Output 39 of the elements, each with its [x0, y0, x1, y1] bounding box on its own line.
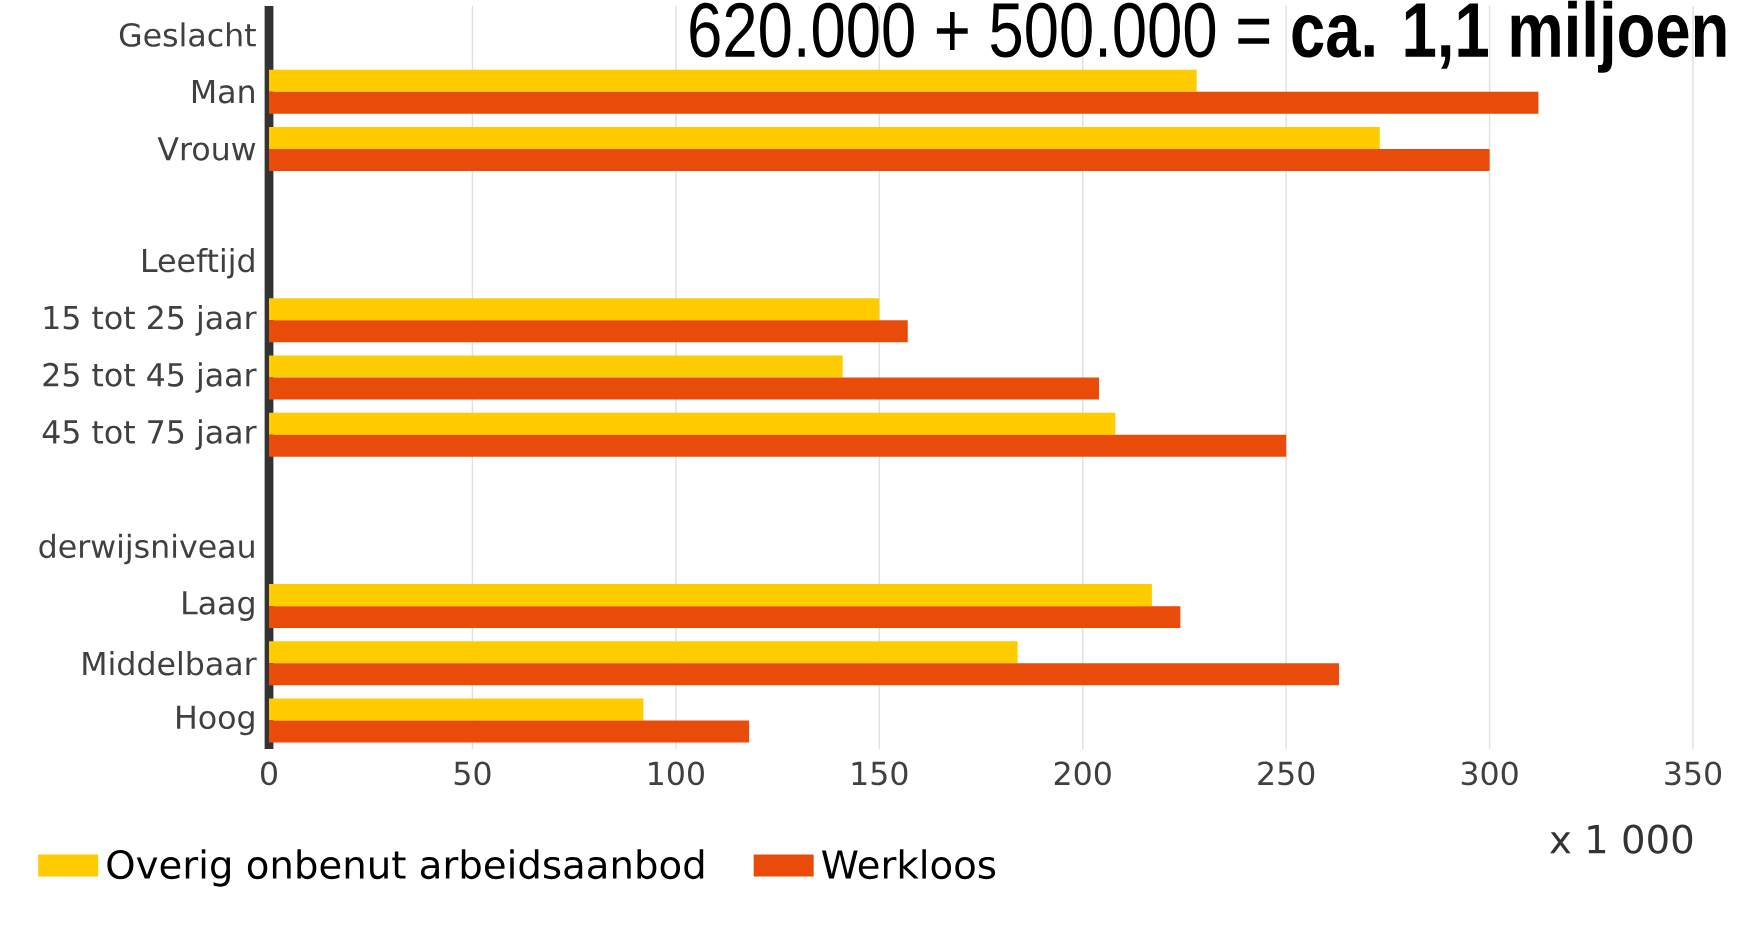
- bar: [269, 606, 1181, 629]
- bar: [269, 720, 750, 743]
- chart-title: 620.000 + 500.000 = ca. 1,1 miljoen: [690, 0, 1726, 73]
- bar: [269, 584, 1152, 607]
- x-tick-label: 300: [1461, 761, 1518, 786]
- bar: [269, 377, 1099, 400]
- x-tick-label: 150: [852, 761, 908, 786]
- x-tick-label: 0: [261, 761, 277, 786]
- bar: [269, 320, 908, 343]
- y-tick-label: Geslacht: [119, 22, 256, 47]
- y-tick-label: Vrouw: [157, 137, 256, 161]
- bar: [269, 69, 1197, 92]
- bar: [269, 663, 1340, 686]
- legend-label: Overig onbenut arbeidsaanbod: [107, 849, 704, 887]
- y-tick-label: Hoog: [177, 705, 254, 736]
- y-tick-label: Man: [192, 80, 254, 104]
- x-tick-label: 250: [1258, 761, 1315, 786]
- y-tick-label: Laag: [183, 591, 254, 621]
- x-tick-label: 100: [649, 761, 704, 786]
- y-tick-label: Leeftijd: [143, 247, 254, 279]
- y-tick-label: Middelbaar: [83, 651, 257, 676]
- y-tick-label: derwijsniveau: [39, 533, 254, 565]
- x-tick-label: 50: [454, 761, 491, 786]
- x-tick-label: 200: [1054, 761, 1111, 786]
- bar: [269, 91, 1539, 114]
- bar: [269, 412, 1116, 435]
- bar: [269, 641, 1018, 664]
- x-tick-label: 350: [1665, 761, 1722, 786]
- bar: [269, 148, 1490, 171]
- bar: [269, 355, 843, 378]
- text: x 1 000: [1550, 824, 1693, 854]
- y-tick-label: 25 tot 45 jaar: [43, 362, 257, 393]
- y-tick-label: 45 tot 75 jaar: [42, 419, 257, 450]
- y-tick-label: 15 tot 25 jaar: [44, 305, 257, 336]
- bar: [269, 126, 1380, 149]
- bar: [269, 698, 644, 721]
- legend-label: Werkloos: [821, 849, 996, 880]
- bar: [269, 434, 1287, 457]
- bar: [269, 298, 880, 321]
